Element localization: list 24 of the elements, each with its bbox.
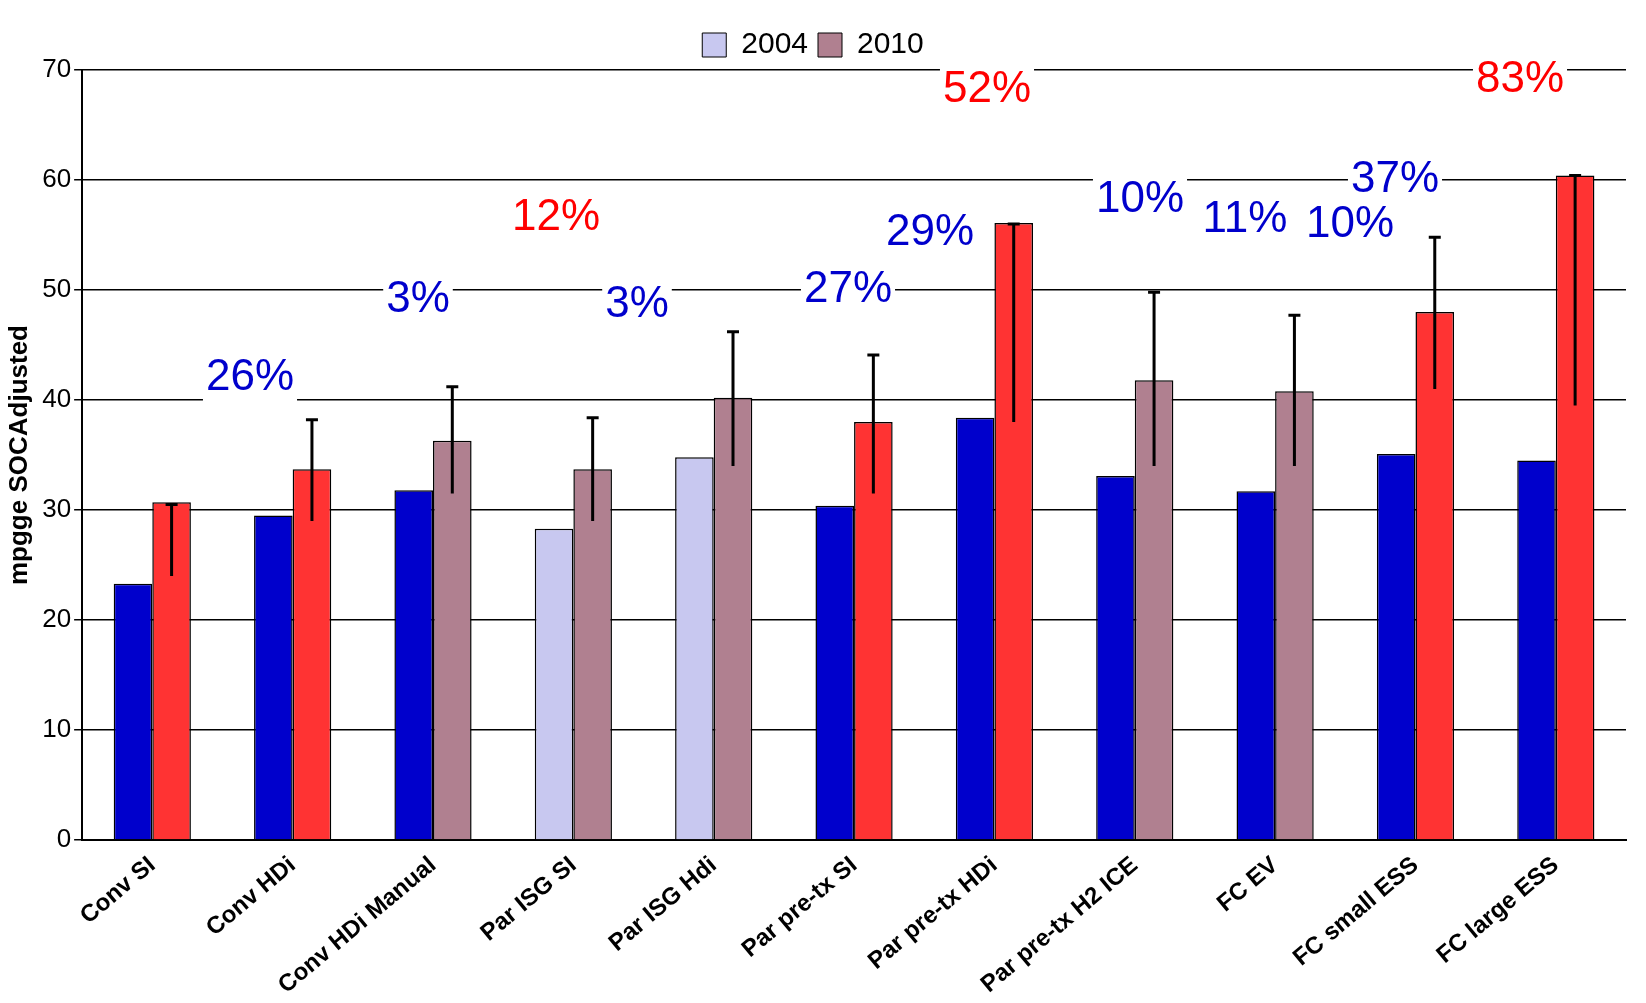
y-tick-label: 0 bbox=[56, 823, 72, 854]
annotation: 3% bbox=[386, 272, 450, 322]
legend-label: 2010 bbox=[857, 26, 924, 60]
annotation: 83% bbox=[1475, 52, 1565, 102]
annotation: 12% bbox=[511, 190, 601, 240]
y-tick-label: 40 bbox=[42, 383, 72, 414]
y-tick-label: 70 bbox=[42, 53, 72, 84]
y-tick-label: 50 bbox=[42, 273, 72, 304]
y-tick-label: 20 bbox=[42, 603, 72, 634]
legend-label: 2004 bbox=[741, 26, 809, 60]
x-tick-label: Par ISG Hdi bbox=[602, 850, 722, 956]
annotation: 10% bbox=[1095, 172, 1185, 222]
x-tick-label: FC EV bbox=[1211, 850, 1283, 917]
x-tick-label: Par ISG SI bbox=[474, 850, 581, 946]
annotation: 52% bbox=[942, 62, 1032, 112]
y-tick-label: 10 bbox=[42, 713, 72, 744]
annotation: 11% bbox=[1202, 192, 1288, 242]
annotation: 3% bbox=[605, 277, 669, 327]
y-tick-label: 60 bbox=[42, 163, 72, 194]
y-tick-label: 30 bbox=[42, 493, 72, 524]
annotation: 26% bbox=[205, 350, 295, 400]
y-axis-title: mpgge SOCAdjusted bbox=[2, 325, 33, 586]
annotation: 29% bbox=[885, 205, 975, 255]
annotation: 27% bbox=[803, 262, 893, 312]
